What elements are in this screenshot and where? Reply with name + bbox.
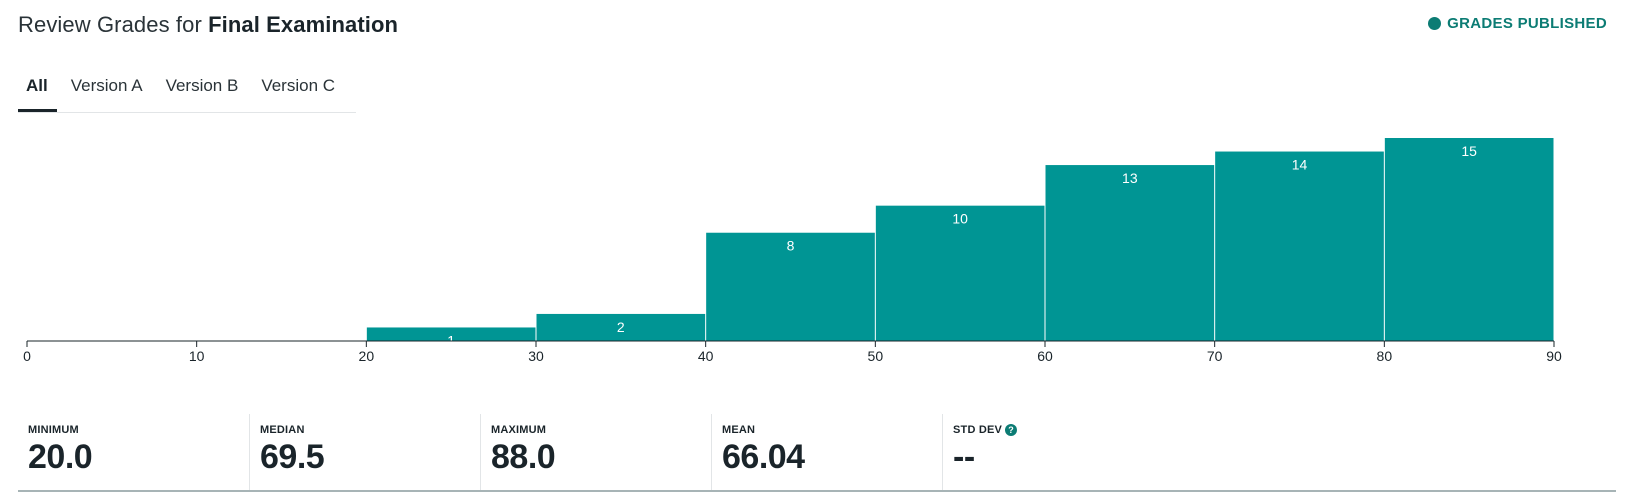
tab-version-c[interactable]: Version C xyxy=(253,68,344,111)
bar-count-label: 2 xyxy=(617,319,625,335)
x-tick-label: 60 xyxy=(1037,348,1053,364)
stat-label: MAXIMUM xyxy=(491,424,711,436)
stat-label: MEDIAN xyxy=(260,424,480,436)
stat-median: MEDIAN 69.5 xyxy=(249,414,480,490)
bar-count-label: 15 xyxy=(1461,143,1477,159)
histogram-bar[interactable] xyxy=(1046,165,1215,341)
stat-label: STD DEV ? xyxy=(953,424,1173,436)
histogram-bar[interactable] xyxy=(1385,138,1554,341)
version-tabs: All Version A Version B Version C xyxy=(18,68,356,113)
x-tick-label: 70 xyxy=(1207,348,1223,364)
x-tick-label: 40 xyxy=(698,348,714,364)
stat-value: 66.04 xyxy=(722,438,942,477)
x-tick-label: 30 xyxy=(528,348,544,364)
x-tick-label: 20 xyxy=(359,348,375,364)
stat-label: MINIMUM xyxy=(28,424,249,436)
stat-std-dev: STD DEV ? -- xyxy=(942,414,1173,490)
help-icon[interactable]: ? xyxy=(1005,424,1017,436)
tab-version-a[interactable]: Version A xyxy=(63,68,152,111)
status-badge: GRADES PUBLISHED xyxy=(1428,15,1607,32)
stat-label: MEAN xyxy=(722,424,942,436)
stats-row: MINIMUM 20.0 MEDIAN 69.5 MAXIMUM 88.0 ME… xyxy=(18,414,1616,492)
bar-count-label: 10 xyxy=(952,211,968,227)
page-title: Review Grades for Final Examination xyxy=(18,12,398,38)
stat-value: 69.5 xyxy=(260,438,480,477)
status-dot-icon xyxy=(1428,17,1441,30)
stat-value: 88.0 xyxy=(491,438,711,477)
stat-maximum: MAXIMUM 88.0 xyxy=(480,414,711,490)
bar-count-label: 13 xyxy=(1122,170,1138,186)
exam-name: Final Examination xyxy=(208,12,398,37)
bar-count-label: 8 xyxy=(787,238,795,254)
stat-mean: MEAN 66.04 xyxy=(711,414,942,490)
x-tick-label: 80 xyxy=(1377,348,1393,364)
tab-version-b[interactable]: Version B xyxy=(158,68,248,111)
histogram-bar[interactable] xyxy=(1215,152,1384,341)
x-tick-label: 0 xyxy=(23,348,31,364)
status-label: GRADES PUBLISHED xyxy=(1447,15,1607,32)
stat-minimum: MINIMUM 20.0 xyxy=(18,414,249,490)
stat-value: 20.0 xyxy=(28,438,249,477)
stat-value: -- xyxy=(953,438,1173,477)
std-dev-label: STD DEV xyxy=(953,424,1002,436)
x-tick-label: 10 xyxy=(189,348,205,364)
x-tick-label: 50 xyxy=(868,348,884,364)
tab-all[interactable]: All xyxy=(18,68,57,111)
x-tick-label: 90 xyxy=(1546,348,1562,364)
bar-count-label: 14 xyxy=(1292,157,1308,173)
title-prefix: Review Grades for xyxy=(18,12,202,37)
